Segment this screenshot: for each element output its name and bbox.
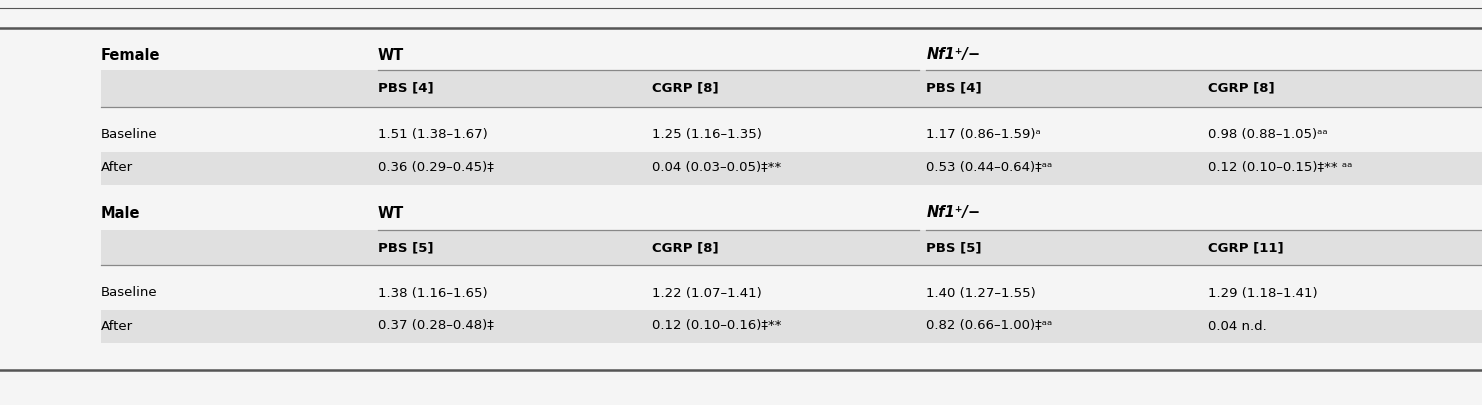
Text: 1.17 (0.86–1.59)ᵃ: 1.17 (0.86–1.59)ᵃ: [926, 128, 1040, 141]
Text: 1.29 (1.18–1.41): 1.29 (1.18–1.41): [1208, 286, 1317, 300]
Text: After: After: [101, 162, 133, 175]
Text: 1.22 (1.07–1.41): 1.22 (1.07–1.41): [652, 286, 762, 300]
Text: 1.40 (1.27–1.55): 1.40 (1.27–1.55): [926, 286, 1036, 300]
Text: 0.36 (0.29–0.45)‡: 0.36 (0.29–0.45)‡: [378, 162, 494, 175]
Text: WT: WT: [378, 205, 405, 220]
Text: PBS [5]: PBS [5]: [926, 241, 981, 254]
Text: 0.98 (0.88–1.05)ᵃᵃ: 0.98 (0.88–1.05)ᵃᵃ: [1208, 128, 1328, 141]
Text: 1.25 (1.16–1.35): 1.25 (1.16–1.35): [652, 128, 762, 141]
Text: PBS [5]: PBS [5]: [378, 241, 433, 254]
Text: PBS [4]: PBS [4]: [926, 81, 983, 94]
Text: CGRP [8]: CGRP [8]: [652, 81, 719, 94]
Bar: [101, 152, 1482, 185]
Text: Baseline: Baseline: [101, 286, 157, 300]
Text: 0.04 n.d.: 0.04 n.d.: [1208, 320, 1267, 333]
Text: CGRP [8]: CGRP [8]: [1208, 81, 1275, 94]
Bar: [101, 70, 1482, 107]
Text: Baseline: Baseline: [101, 128, 157, 141]
Text: 0.82 (0.66–1.00)‡ᵃᵃ: 0.82 (0.66–1.00)‡ᵃᵃ: [926, 320, 1052, 333]
Text: CGRP [11]: CGRP [11]: [1208, 241, 1283, 254]
Text: 0.12 (0.10–0.16)‡**: 0.12 (0.10–0.16)‡**: [652, 320, 781, 333]
Text: Male: Male: [101, 205, 141, 220]
Text: 0.37 (0.28–0.48)‡: 0.37 (0.28–0.48)‡: [378, 320, 494, 333]
Text: 1.38 (1.16–1.65): 1.38 (1.16–1.65): [378, 286, 488, 300]
Text: Nf1⁺/−: Nf1⁺/−: [926, 205, 981, 220]
Text: 0.04 (0.03–0.05)‡**: 0.04 (0.03–0.05)‡**: [652, 162, 781, 175]
Text: After: After: [101, 320, 133, 333]
Text: Female: Female: [101, 47, 160, 62]
Text: CGRP [8]: CGRP [8]: [652, 241, 719, 254]
Text: 0.53 (0.44–0.64)‡ᵃᵃ: 0.53 (0.44–0.64)‡ᵃᵃ: [926, 162, 1052, 175]
Text: 0.12 (0.10–0.15)‡** ᵃᵃ: 0.12 (0.10–0.15)‡** ᵃᵃ: [1208, 162, 1352, 175]
Text: 1.51 (1.38–1.67): 1.51 (1.38–1.67): [378, 128, 488, 141]
Bar: [101, 310, 1482, 343]
Text: WT: WT: [378, 47, 405, 62]
Text: Nf1⁺/−: Nf1⁺/−: [926, 47, 981, 62]
Bar: [101, 230, 1482, 265]
Text: PBS [4]: PBS [4]: [378, 81, 434, 94]
